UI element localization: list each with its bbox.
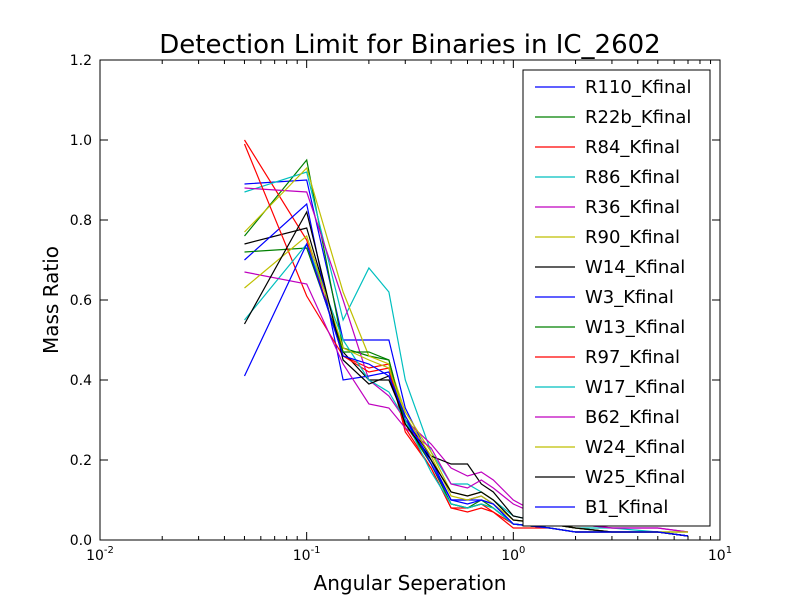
y-tick-label: 0.8: [70, 213, 92, 229]
y-tick-label: 0.4: [70, 373, 92, 389]
series-line-3: [244, 171, 688, 533]
y-tick-label: 1.2: [70, 53, 92, 69]
x-tick-label: 10-1: [293, 545, 321, 564]
x-tick-label: 10-2: [86, 545, 114, 564]
x-tick-label: 100: [501, 545, 525, 564]
series-line-13: [243, 210, 689, 537]
legend: R110_Kfinal R22b_Kfinal R84_Kfinal R86_Kfin…: [522, 69, 711, 527]
y-tick-label: 0.6: [70, 293, 92, 309]
y-tick-label: 0.0: [70, 533, 92, 549]
legend-label: W13_Kfinal: [585, 317, 685, 338]
x-axis-label: Angular Seperation: [314, 571, 507, 595]
legend-label: R110_Kfinal: [585, 77, 691, 98]
y-tick-label: 1.0: [70, 133, 92, 149]
legend-label: B1_Kfinal: [585, 497, 668, 518]
x-tick-label: 101: [708, 545, 732, 564]
legend-label: W14_Kfinal: [585, 257, 685, 278]
legend-label: R90_Kfinal: [585, 227, 680, 248]
chart-title: Detection Limit for Binaries in IC_2602: [159, 30, 660, 60]
series-line-14: [243, 242, 689, 537]
legend-label: R84_Kfinal: [585, 137, 680, 158]
legend-label: R86_Kfinal: [585, 167, 680, 188]
series-layer: [243, 139, 689, 537]
legend-label: W25_Kfinal: [585, 467, 685, 488]
y-tick-label: 0.2: [70, 453, 92, 469]
legend-label: W24_Kfinal: [585, 437, 685, 458]
legend-label: B62_Kfinal: [585, 407, 680, 428]
legend-label: R36_Kfinal: [585, 197, 680, 218]
y-axis-label: Mass Ratio: [39, 246, 63, 354]
legend-label: W3_Kfinal: [585, 287, 674, 308]
legend-label: R22b_Kfinal: [585, 107, 691, 128]
axis-layer: 0.0 0.2 0.4 0.6 0.8 1.0 1.2 10-2 10-1 100 101: [70, 53, 732, 564]
legend-label: W17_Kfinal: [585, 377, 685, 398]
legend-label: R97_Kfinal: [585, 347, 680, 368]
legend-box: [522, 69, 711, 527]
